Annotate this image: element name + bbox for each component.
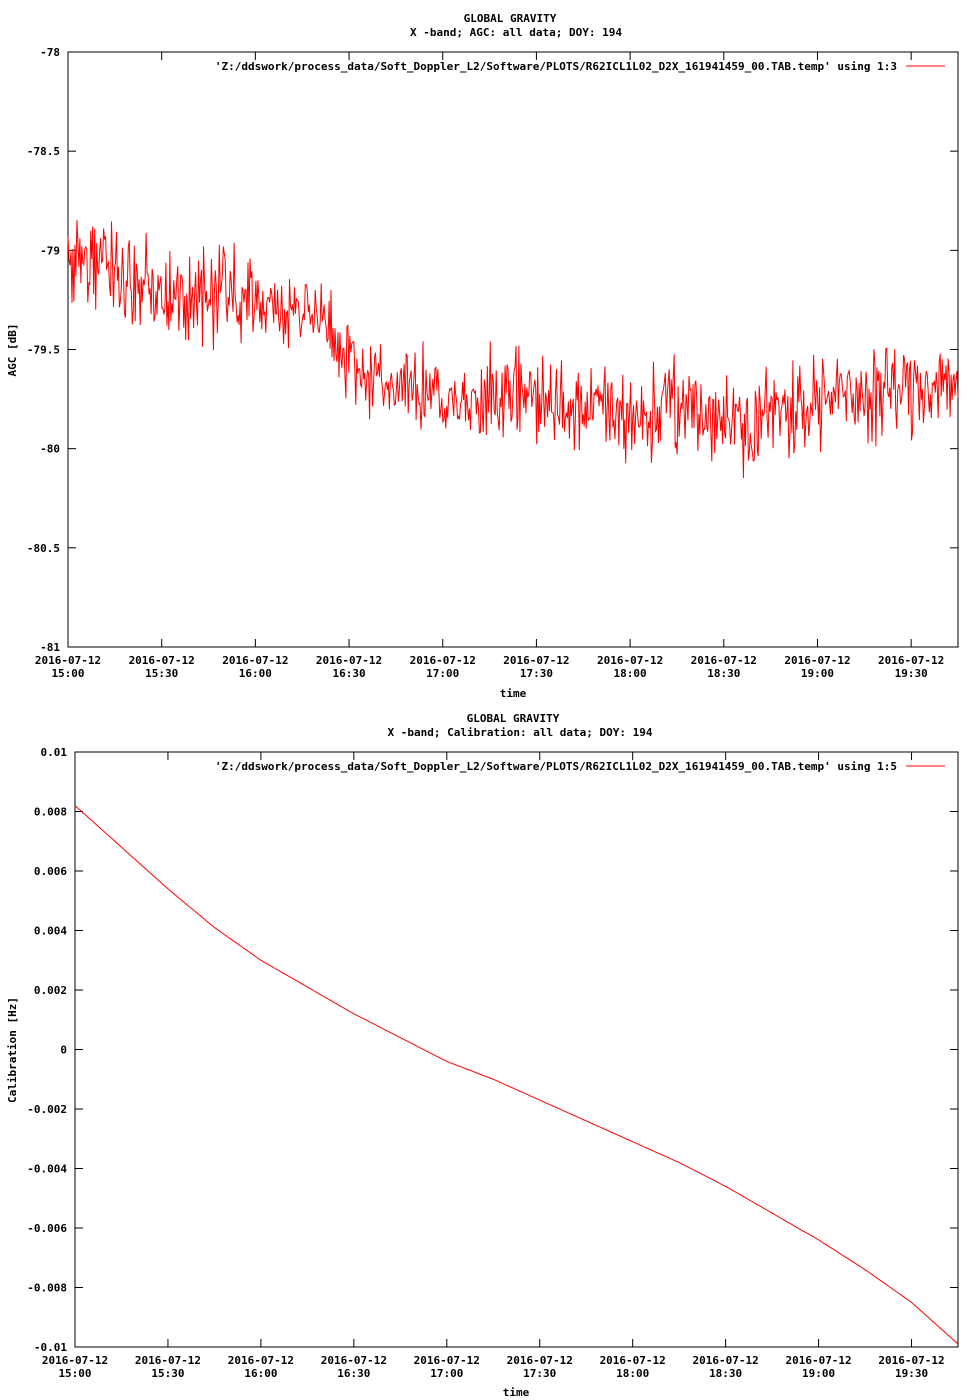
x-tick-time: 18:30 <box>709 1367 742 1380</box>
x-tick-date: 2016-07-12 <box>410 654 476 667</box>
x-tick-time: 19:30 <box>895 1367 928 1380</box>
x-tick-date: 2016-07-12 <box>693 1354 759 1367</box>
x-axis-label: time <box>500 687 527 700</box>
calibration-chart: GLOBAL GRAVITY X -band; Calibration: all… <box>6 712 959 1399</box>
x-tick-time: 16:30 <box>337 1367 370 1380</box>
y-tick-label: -79 <box>40 244 60 257</box>
x-tick-date: 2016-07-12 <box>135 1354 201 1367</box>
series-line <box>67 220 959 479</box>
y-tick-label: -0.01 <box>34 1341 67 1354</box>
x-tick-time: 18:00 <box>614 667 647 680</box>
x-axis-ticks: 2016-07-1215:002016-07-1215:302016-07-12… <box>35 52 944 680</box>
x-tick-date: 2016-07-12 <box>316 654 382 667</box>
x-tick-time: 15:30 <box>151 1367 184 1380</box>
x-tick-time: 15:00 <box>51 667 84 680</box>
x-tick-date: 2016-07-12 <box>228 1354 294 1367</box>
x-tick-date: 2016-07-12 <box>878 654 944 667</box>
x-tick-date: 2016-07-12 <box>414 1354 480 1367</box>
x-tick-date: 2016-07-12 <box>507 1354 573 1367</box>
y-tick-label: 0.008 <box>34 806 67 819</box>
x-tick-date: 2016-07-12 <box>691 654 757 667</box>
y-tick-label: -0.002 <box>27 1103 67 1116</box>
y-axis-label: AGC [dB] <box>6 324 19 377</box>
x-tick-date: 2016-07-12 <box>129 654 195 667</box>
calibration-series <box>74 805 959 1345</box>
x-tick-date: 2016-07-12 <box>503 654 569 667</box>
series-line <box>74 805 959 1345</box>
y-tick-label: -80.5 <box>27 542 60 555</box>
agc-series <box>67 220 959 479</box>
chart-title: GLOBAL GRAVITY <box>467 712 560 725</box>
x-tick-time: 18:30 <box>707 667 740 680</box>
x-tick-time: 19:30 <box>895 667 928 680</box>
plot-frame <box>74 751 959 1348</box>
x-tick-date: 2016-07-12 <box>784 654 850 667</box>
y-tick-label: -78.5 <box>27 145 60 158</box>
chart-subtitle: X -band; Calibration: all data; DOY: 194 <box>388 726 653 739</box>
y-tick-label: 0.002 <box>34 984 67 997</box>
x-tick-time: 17:30 <box>520 667 553 680</box>
y-axis-ticks: -78 -78.5 -79 -79.5 -80 -80.5 -81 <box>27 46 958 654</box>
y-tick-label: -78 <box>40 46 60 59</box>
chart-title: GLOBAL GRAVITY <box>464 12 557 25</box>
legend-label: 'Z:/ddswork/process_data/Soft_Doppler_L2… <box>215 60 897 73</box>
y-tick-label: -0.004 <box>27 1163 67 1176</box>
x-tick-time: 18:00 <box>616 1367 649 1380</box>
x-tick-date: 2016-07-12 <box>35 654 101 667</box>
x-axis-ticks: 2016-07-1215:002016-07-1215:302016-07-12… <box>42 752 945 1380</box>
x-tick-time: 19:00 <box>802 1367 835 1380</box>
y-tick-label: -0.008 <box>27 1282 67 1295</box>
x-tick-time: 16:30 <box>332 667 365 680</box>
legend-label: 'Z:/ddswork/process_data/Soft_Doppler_L2… <box>215 760 897 773</box>
plot-frame <box>67 51 959 648</box>
y-tick-label: -80 <box>40 443 60 456</box>
y-tick-label: 0.01 <box>41 746 68 759</box>
x-tick-date: 2016-07-12 <box>785 1354 851 1367</box>
x-tick-date: 2016-07-12 <box>878 1354 944 1367</box>
x-tick-time: 19:00 <box>801 667 834 680</box>
x-tick-time: 15:30 <box>145 667 178 680</box>
y-tick-label: -79.5 <box>27 344 60 357</box>
x-tick-date: 2016-07-12 <box>321 1354 387 1367</box>
x-tick-time: 17:30 <box>523 1367 556 1380</box>
x-tick-time: 16:00 <box>239 667 272 680</box>
x-tick-time: 15:00 <box>58 1367 91 1380</box>
x-tick-time: 17:00 <box>426 667 459 680</box>
chart-subtitle: X -band; AGC: all data; DOY: 194 <box>410 26 622 39</box>
x-axis-label: time <box>503 1386 530 1399</box>
x-tick-date: 2016-07-12 <box>597 654 663 667</box>
y-tick-label: 0 <box>60 1044 67 1057</box>
y-tick-label: -81 <box>40 641 60 654</box>
x-tick-date: 2016-07-12 <box>222 654 288 667</box>
y-axis-ticks: 0.01 0.008 0.006 0.004 0.002 0 -0.002 -0.004 -0.… <box>27 746 958 1354</box>
x-tick-time: 16:00 <box>244 1367 277 1380</box>
x-tick-date: 2016-07-12 <box>42 1354 108 1367</box>
x-tick-date: 2016-07-12 <box>600 1354 666 1367</box>
x-tick-time: 17:00 <box>430 1367 463 1380</box>
y-tick-label: 0.006 <box>34 865 67 878</box>
y-axis-label: Calibration [Hz] <box>6 997 19 1103</box>
agc-chart: GLOBAL GRAVITY X -band; AGC: all data; D… <box>6 12 959 700</box>
y-tick-label: 0.004 <box>34 925 67 938</box>
y-tick-label: -0.006 <box>27 1222 67 1235</box>
